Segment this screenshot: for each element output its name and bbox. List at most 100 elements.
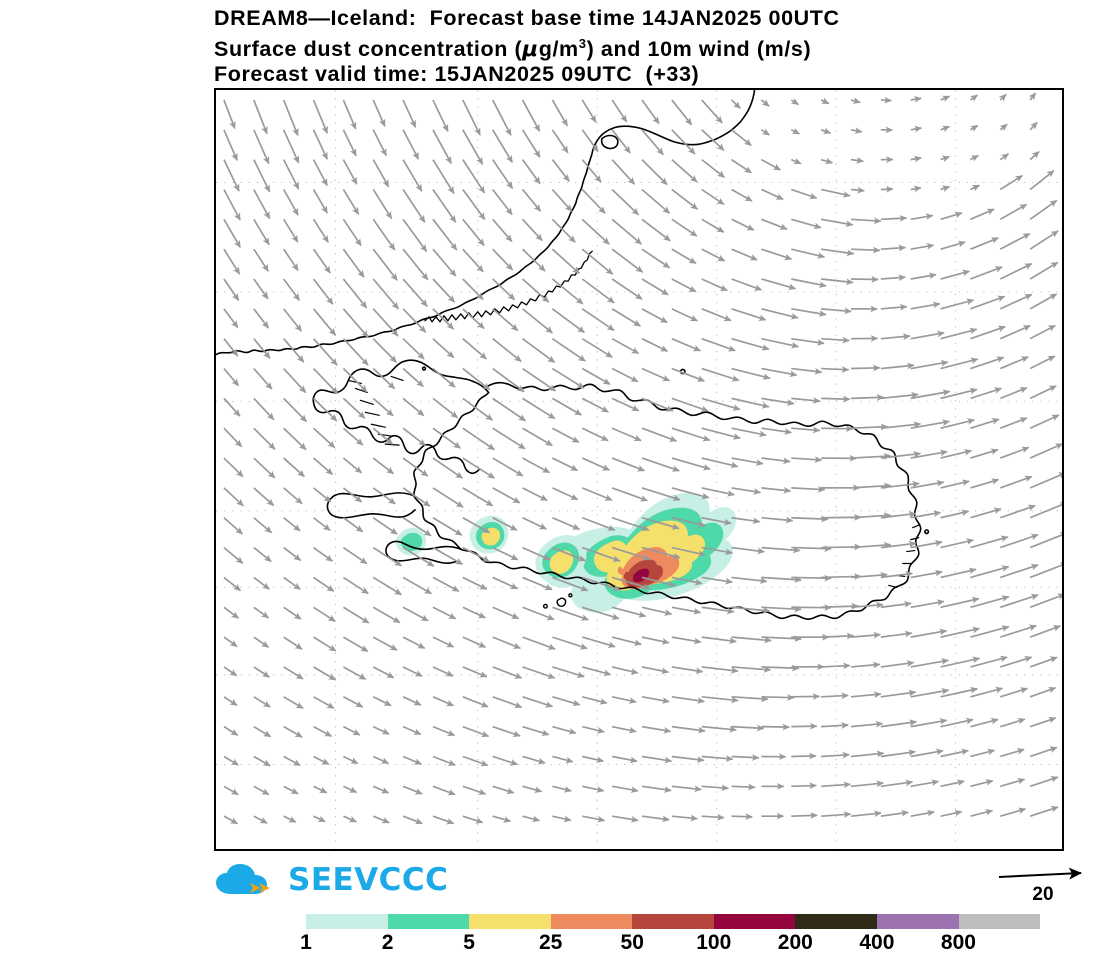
wind-arrow [582,727,604,732]
wind-arrow [851,783,883,786]
wind-arrow [791,815,817,816]
colorbar-band-2-5[interactable] [388,914,470,929]
wind-arrow [224,607,238,618]
wind-arrow [373,816,389,823]
wind-arrow [851,753,884,756]
wind-arrow [493,458,523,476]
wind-arrow [314,637,336,651]
colorbar-band-1-2[interactable] [306,914,388,929]
wind-arrow [702,339,736,351]
wind-arrow [343,637,367,651]
wind-arrow [523,219,543,240]
wind-arrow [463,577,487,589]
colorbar-band->800[interactable] [959,914,1041,929]
colorbar-band-200-400[interactable] [795,914,877,929]
wind-arrow [343,756,357,763]
wind-arrow [254,100,267,134]
wind-arrow [791,189,816,198]
wind-arrow [463,279,483,299]
wind-arrow [523,189,541,211]
wind-arrow [970,781,992,787]
wind-arrow [582,160,601,182]
wind-arrow [433,577,459,591]
wind-arrow [672,100,692,125]
wind-arrow [672,607,701,612]
wind-arrow [672,279,696,292]
colorbar-band-25-50[interactable] [551,914,633,929]
wind-arrow [314,309,336,335]
wind-arrow [582,100,596,122]
wind-arrow [582,339,612,358]
wind-arrow [941,540,974,548]
wind-arrow [732,756,759,757]
wind-arrow [254,160,270,192]
wind-arrow [343,727,360,735]
wind-arrow [523,697,553,707]
wind-arrow [851,219,881,221]
wind-arrow [493,786,514,792]
wind-arrow [791,100,798,105]
coastline-vestmannaeyjar [544,594,572,608]
colorbar-band-5-25[interactable] [469,914,551,929]
wind-arrow [254,189,270,218]
wind-arrow [314,667,336,680]
wind-arrow [314,458,333,474]
wind-arrow [970,126,977,130]
colorbar-tick-800: 800 [941,931,976,955]
wind-arrow [702,458,738,466]
wind-arrow [702,100,723,123]
wind-arrow [821,725,848,727]
wind-arrow [284,428,306,449]
wind-arrow [254,488,274,506]
colorbar-bands[interactable] [306,914,1040,929]
wind-arrow [343,607,368,623]
wind-arrow [1000,477,1032,488]
wind-arrow [881,603,911,607]
wind-arrow [284,667,303,679]
wind-arrow [851,189,864,190]
wind-arrow [552,428,578,442]
wind-arrow [1000,506,1035,518]
wind-arrow [702,786,729,788]
wind-arrow [463,249,483,272]
wind-arrow [552,279,582,304]
colorbar-band-50-100[interactable] [632,914,714,929]
wind-arrow [373,667,394,678]
wind-arrow [314,697,334,708]
wind-arrow [224,548,243,564]
reference-arrow [999,873,1081,877]
wind-arrow [403,756,421,764]
wind-arrow [642,488,680,500]
wind-arrow [791,249,824,257]
wind-arrow [1030,688,1055,697]
wind-arrow [761,458,790,461]
wind-arrow [373,100,385,126]
wind-arrow [552,339,585,361]
wind-arrow [851,249,880,250]
colorbar-band-400-800[interactable] [877,914,959,929]
wind-arrow [970,450,997,458]
wind-arrow [702,637,736,641]
wind-arrow [284,488,302,504]
wind-arrow [433,637,454,647]
wind-arrow [732,369,770,379]
wind-arrow [523,756,545,762]
wind-arrow [941,242,966,249]
colorbar-band-100-200[interactable] [714,914,796,929]
wind-arrow [552,756,572,761]
wind-arrow [552,727,575,733]
map-frame[interactable] [214,88,1064,851]
forecast-map[interactable] [216,90,1062,849]
wind-arrow [314,518,331,531]
wind-arrow [672,697,704,702]
wind-arrow [1030,503,1062,518]
wind-arrow [881,812,908,816]
wind-arrow [970,419,999,428]
wind-arrow [493,309,518,331]
wind-arrow [523,100,540,131]
wind-arrow [493,548,518,560]
wind-arrow [612,279,642,299]
wind-arrow [373,189,391,218]
wind-arrow [1000,264,1031,279]
